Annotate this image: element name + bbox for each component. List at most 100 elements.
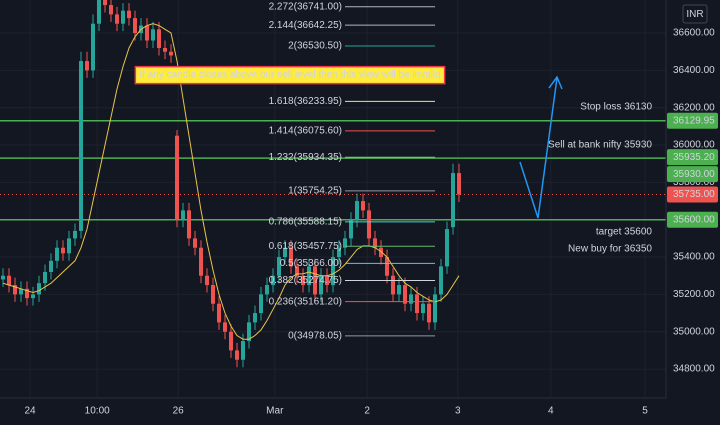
candle-body [439,266,443,295]
axes: 34800.00 35000.00 35200.00 35400.00 35600.00… [24,28,718,417]
y-tick-label: 36600.00 [673,28,715,39]
candle-body [307,266,311,286]
price-label: 35935.20 [673,152,715,163]
candle-body [199,247,203,276]
candle-body [175,135,179,220]
x-tick-label: 3 [455,406,461,417]
candle-body [319,275,323,295]
candle-body [157,29,161,48]
annotation: Sell at bank nifty 35930 [548,140,652,151]
fib-label: 1.618(36233.95) [269,96,342,107]
x-tick-label: 24 [24,406,36,417]
candle-body [1,275,5,280]
x-tick-label: 10:00 [85,406,110,417]
annotation: New buy for 36350 [568,244,652,255]
annotation: target 35600 [596,227,653,238]
candle-body [385,257,389,276]
price-label: 35930.00 [673,169,715,180]
fib-label: 0.618(35457.75) [269,241,342,252]
annotation: If any candle closes above our sell leve… [139,70,440,81]
candle-body [91,23,95,71]
candle-body [25,288,29,299]
annotation: Stop loss 36130 [580,102,652,113]
candle-body [13,285,17,295]
candle-body [43,271,47,284]
candle-body [217,303,221,323]
y-tick-label: 35200.00 [673,289,715,300]
currency: INR [686,9,703,20]
candle-body [409,294,413,304]
y-tick-label: 36000.00 [673,140,715,151]
candle-body [331,257,335,286]
x-tick-label: 2 [364,406,370,417]
candle-body [295,266,299,276]
candle-body [151,29,155,41]
price-label-box [667,149,718,166]
candle-body [457,173,461,195]
candle-body [73,230,77,239]
candle-body [433,294,437,323]
candle-body [445,229,449,267]
candle-body [361,201,365,211]
candle-body [247,322,251,342]
candle-body [277,257,281,276]
candle-body [127,10,131,19]
candle-body [85,61,89,71]
candle-body [283,247,287,258]
price-label-box [667,211,718,228]
candle-body [415,294,419,314]
candle-body [397,285,401,295]
price-label-box [667,186,718,203]
candle-body [103,0,107,6]
candle-body [169,51,173,56]
candle-body [79,61,83,231]
candle-body [61,247,65,254]
candle-body [301,275,305,286]
price-label: 35600.00 [673,214,715,225]
y-tick-label: 36400.00 [673,65,715,76]
candle-body [253,313,257,323]
y-tick-label: 36200.00 [673,102,715,113]
arrow-head [548,75,563,90]
candle-body [145,25,149,41]
y-tick-label: 35800.00 [673,177,715,188]
candle-body [343,238,347,248]
price-label-box [667,112,718,129]
candle-body [391,275,395,295]
candle-body [109,5,113,15]
candle-body [259,294,263,314]
y-tick-label: 35000.00 [673,326,715,337]
candle-body [373,238,377,248]
y-tick-label: 34800.00 [673,364,715,375]
candle-body [349,219,353,239]
candle-body [451,173,455,228]
annotations: If any candle closes above our sell leve… [134,65,653,255]
currency-box [682,4,708,24]
price-label: 36129.95 [673,115,715,126]
candle-body [379,247,383,258]
fib-label: 0.382(35274.75) [269,275,342,286]
candle-body [229,331,233,351]
candle-body [355,201,359,220]
candle-body [241,341,245,360]
price-label: 35735.00 [673,189,715,200]
candle-body [289,247,293,267]
candle-body [19,288,23,295]
candle-body [115,14,119,24]
x-tick-label: 5 [642,406,648,417]
candle-body [37,283,41,295]
drawn-arrow [519,77,558,219]
fib-label: 0.786(35588.15) [269,217,342,228]
candle-body [55,247,59,261]
candle-body [67,238,71,254]
candle-body [193,238,197,248]
candle-body [49,260,53,272]
fib-label: 1(35754.25) [288,186,342,197]
fib-label: 2(36530.50) [288,41,342,52]
fib-label: 0(34978.05) [288,330,342,341]
fib-label: 1.414(36075.60) [269,126,342,137]
candle-body [211,285,215,304]
